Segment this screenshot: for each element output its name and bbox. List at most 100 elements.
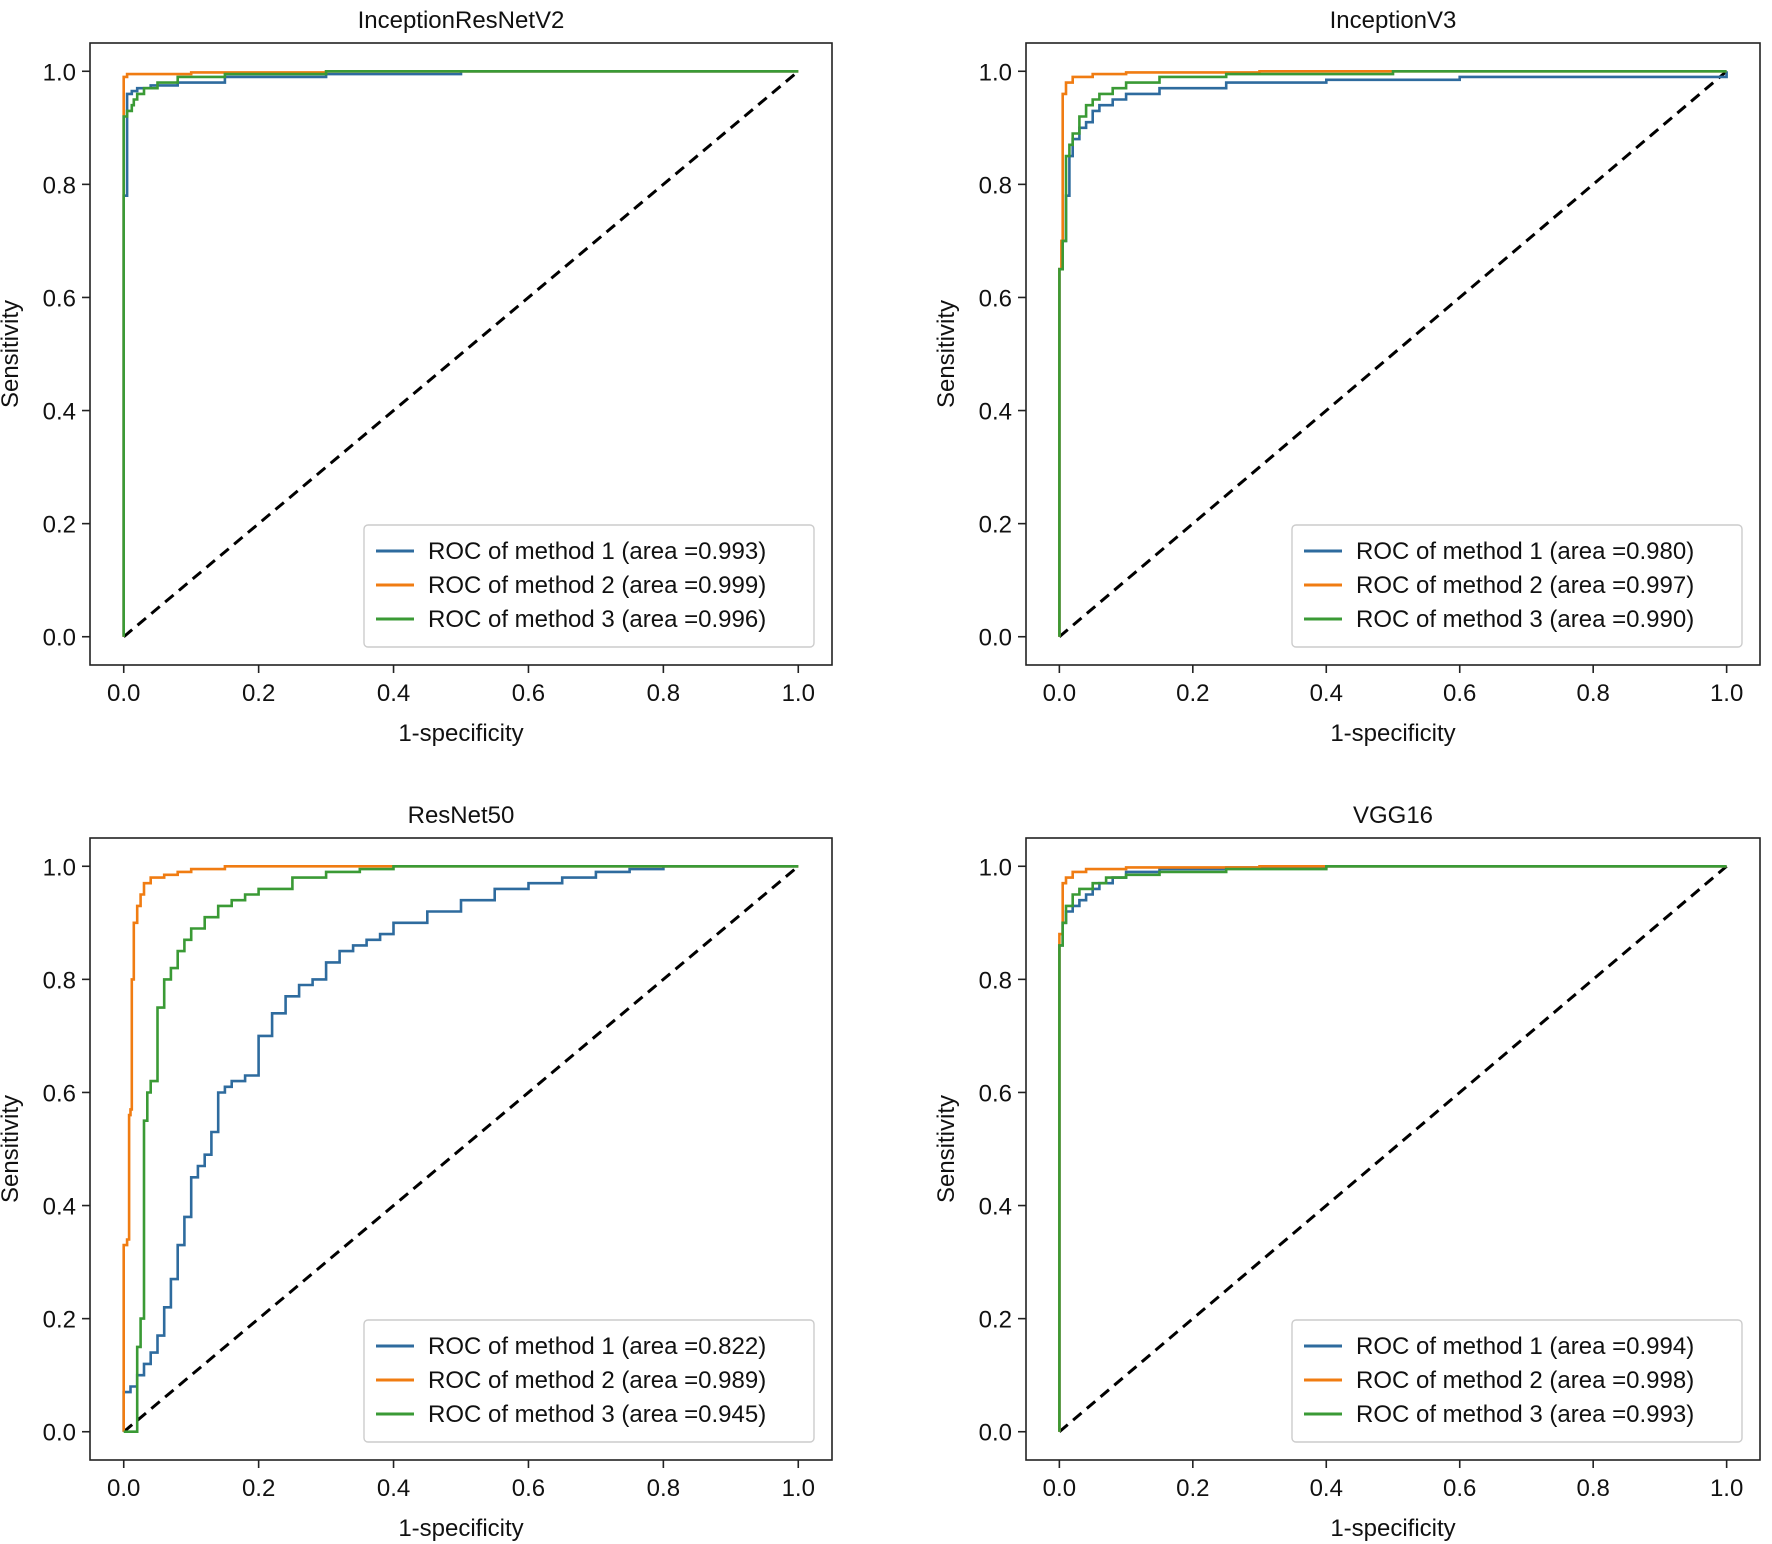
y-tick-label: 1.0 (979, 59, 1012, 86)
legend-entry-method-2: ROC of method 2 (area =0.989) (428, 1367, 766, 1394)
roc-curve-method-3 (1058, 865, 1727, 1432)
x-tick-label: 1.0 (1710, 680, 1743, 707)
legend-box (363, 524, 815, 648)
x-tick-label: 0.6 (512, 1475, 545, 1502)
y-axis-label: Sensitivity (0, 300, 24, 408)
x-tick-label: 0.4 (377, 1475, 410, 1502)
y-tick-label: 0.4 (43, 1194, 76, 1221)
legend-box (1291, 524, 1743, 648)
chart-title: InceptionV3 (1330, 7, 1457, 34)
chart-title: VGG16 (1353, 802, 1433, 829)
x-tick-label: 0.0 (1043, 680, 1076, 707)
x-tick-label: 0.4 (1310, 1475, 1343, 1502)
plot-frame (1025, 42, 1761, 666)
x-tick-label: 0.8 (647, 1475, 680, 1502)
y-tick-label: 0.6 (43, 1080, 76, 1107)
x-axis-label: 1-specificity (1330, 1515, 1455, 1542)
x-tick-label: 0.4 (1310, 680, 1343, 707)
chart-panel: InceptionResNetV2 0.0 0.0 0.2 0.2 0.4 0.4 0.6 0.… (0, 7, 833, 747)
x-tick-label: 0.8 (647, 680, 680, 707)
y-tick-label: 0.0 (979, 625, 1012, 652)
legend-entry-method-1: ROC of method 1 (area =0.822) (428, 1333, 766, 1360)
x-tick-label: 1.0 (1710, 1475, 1743, 1502)
y-tick-label: 0.6 (979, 285, 1012, 312)
legend-entry-method-1: ROC of method 1 (area =0.993) (428, 538, 766, 565)
y-tick-label: 1.0 (43, 59, 76, 86)
y-tick-label: 1.0 (43, 854, 76, 881)
y-tick-label: 0.4 (979, 399, 1012, 426)
roc-curve-method-2 (122, 865, 799, 1432)
y-axis-label: Sensitivity (933, 300, 960, 408)
roc-curve-method-3 (122, 70, 799, 637)
chart-title: InceptionResNetV2 (358, 7, 565, 34)
roc-curve-method-2 (1058, 865, 1727, 1432)
legend-entry-method-1: ROC of method 1 (area =0.994) (1356, 1333, 1694, 1360)
legend-entry-method-3: ROC of method 3 (area =0.993) (1356, 1401, 1694, 1428)
legend: ROC of method 1 (area =0.980) ROC of meth… (1291, 524, 1743, 648)
x-tick-label: 0.2 (242, 680, 275, 707)
x-tick-label: 0.2 (1176, 1475, 1209, 1502)
x-tick-label: 0.2 (1176, 680, 1209, 707)
x-tick-label: 0.0 (107, 1475, 140, 1502)
legend-entry-method-3: ROC of method 3 (area =0.945) (428, 1401, 766, 1428)
x-axis-label: 1-specificity (398, 720, 523, 747)
y-axis-label: Sensitivity (933, 1095, 960, 1203)
x-tick-label: 0.6 (1443, 1475, 1476, 1502)
y-tick-label: 0.6 (979, 1080, 1012, 1107)
legend-box (363, 1319, 815, 1443)
chance-diagonal-line (122, 865, 800, 1433)
legend-entry-method-3: ROC of method 3 (area =0.990) (1356, 606, 1694, 633)
x-tick-label: 0.0 (107, 680, 140, 707)
y-tick-label: 0.0 (43, 625, 76, 652)
y-tick-label: 0.4 (979, 1194, 1012, 1221)
legend: ROC of method 1 (area =0.993) ROC of meth… (363, 524, 815, 648)
x-tick-label: 0.0 (1043, 1475, 1076, 1502)
legend-entry-method-1: ROC of method 1 (area =0.980) (1356, 538, 1694, 565)
legend: ROC of method 1 (area =0.994) ROC of meth… (1291, 1319, 1743, 1443)
chance-diagonal-line (1058, 865, 1728, 1433)
y-tick-label: 0.8 (43, 967, 76, 994)
x-tick-label: 0.6 (512, 680, 545, 707)
y-tick-label: 0.8 (43, 172, 76, 199)
y-axis-label: Sensitivity (0, 1095, 24, 1203)
legend-entry-method-2: ROC of method 2 (area =0.999) (428, 572, 766, 599)
x-tick-label: 1.0 (782, 680, 815, 707)
y-tick-label: 0.2 (43, 512, 76, 539)
chart-panel: ResNet50 0.0 0.0 0.2 0.2 0.4 0.4 0.6 0.6 0.8 0.8 1.… (0, 802, 833, 1542)
legend: ROC of method 1 (area =0.822) ROC of meth… (363, 1319, 815, 1443)
x-tick-label: 0.8 (1576, 680, 1609, 707)
x-tick-label: 1.0 (782, 1475, 815, 1502)
plot-frame (1025, 837, 1761, 1461)
y-tick-label: 0.8 (979, 172, 1012, 199)
y-tick-label: 0.2 (979, 1307, 1012, 1334)
x-tick-label: 0.4 (377, 680, 410, 707)
y-tick-label: 0.6 (43, 285, 76, 312)
y-tick-label: 0.0 (43, 1420, 76, 1447)
roc-curve-method-3 (1058, 70, 1727, 637)
x-tick-label: 0.2 (242, 1475, 275, 1502)
x-axis-label: 1-specificity (398, 1515, 523, 1542)
y-tick-label: 0.2 (979, 512, 1012, 539)
y-tick-label: 0.2 (43, 1307, 76, 1334)
y-tick-label: 0.0 (979, 1420, 1012, 1447)
legend-box (1291, 1319, 1743, 1443)
roc-curve-method-1 (122, 865, 799, 1432)
legend-entry-method-3: ROC of method 3 (area =0.996) (428, 606, 766, 633)
legend-entry-method-2: ROC of method 2 (area =0.998) (1356, 1367, 1694, 1394)
x-axis-label: 1-specificity (1330, 720, 1455, 747)
y-tick-label: 0.4 (43, 399, 76, 426)
x-tick-label: 0.8 (1576, 1475, 1609, 1502)
roc-curve-method-3 (123, 865, 799, 1433)
plot-frame (89, 837, 833, 1461)
x-tick-label: 0.6 (1443, 680, 1476, 707)
legend-entry-method-2: ROC of method 2 (area =0.997) (1356, 572, 1694, 599)
plot-frame (89, 42, 833, 666)
y-tick-label: 1.0 (979, 854, 1012, 881)
y-tick-label: 0.8 (979, 967, 1012, 994)
chance-diagonal-line (122, 70, 800, 638)
chart-panel: VGG16 0.0 0.0 0.2 0.2 0.4 0.4 0.6 0.6 0.8 0.8 1.0 1.… (933, 802, 1761, 1542)
chart-panel: InceptionV3 0.0 0.0 0.2 0.2 0.4 0.4 0.6 0.6 0.8 0.… (933, 7, 1761, 747)
chart-title: ResNet50 (408, 802, 515, 829)
chance-diagonal-line (1058, 70, 1728, 638)
